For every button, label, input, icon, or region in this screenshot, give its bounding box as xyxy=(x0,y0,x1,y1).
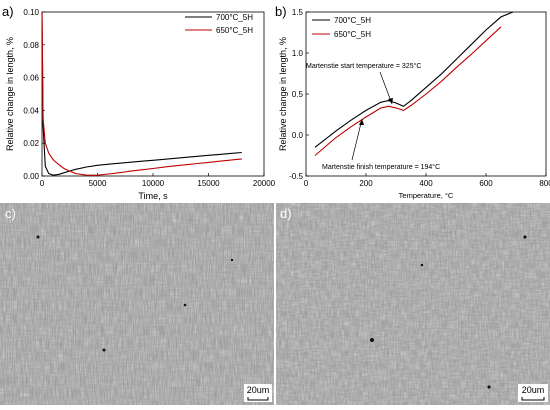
panel-c-letter: c) xyxy=(5,206,16,221)
mf-annotation: Martenstie finish temperature = 194°C xyxy=(322,163,440,171)
panel-a-ytick-label: 0.06 xyxy=(23,74,39,83)
panel-a-ytick-label: 0.04 xyxy=(23,106,39,115)
scalebar-d-box xyxy=(518,384,548,402)
panel-a-xlabel: Time, s xyxy=(138,191,168,201)
panel-b-letter: b) xyxy=(275,4,287,19)
panel-b-annotations: Martenstie start temperature = 325°C Mar… xyxy=(306,62,440,171)
legend-b-label-700: 700°C_5H xyxy=(334,16,371,25)
panel-b-ytick-label: 0.0 xyxy=(292,131,304,140)
panel-b-ytick-label: 1.5 xyxy=(292,8,304,17)
panel-a-ticks: 0 5000 10000 15000 20000 0.00 0.02 0.04 0.06 0.08… xyxy=(23,8,275,188)
panel-b-xtick-label: 600 xyxy=(479,179,493,188)
micrograph-c-texture-2 xyxy=(0,203,274,405)
panel-b-legend: 700°C_5H 650°C_5H xyxy=(312,16,371,39)
panel-a-xtick-label: 15000 xyxy=(197,179,220,188)
scalebar-d-label: 20um xyxy=(522,385,545,395)
panel-a-plot-frame xyxy=(41,11,265,177)
scalebar-c-bar xyxy=(247,397,269,401)
panel-d-letter: d) xyxy=(280,206,292,221)
micrograph-c-speck xyxy=(230,258,234,262)
micrograph-d-speck xyxy=(370,338,374,342)
micrograph-d-speck xyxy=(487,385,491,389)
panel-b-series-line-0 xyxy=(314,11,514,148)
legend-label-650: 650°C_5H xyxy=(216,26,253,35)
panel-b-ylabel: Relative change in length, % xyxy=(278,37,288,151)
panel-a-xtick-label: 20000 xyxy=(253,179,276,188)
panel-a-legend: 700°C_5H 650°C_5H xyxy=(185,13,253,35)
micrograph-d-texture-2 xyxy=(276,203,550,405)
scalebar-d-bar xyxy=(521,397,545,401)
panel-a-series-line-1 xyxy=(41,11,242,176)
legend-label-700: 700°C_5H xyxy=(216,13,253,22)
panel-a-series-line-0 xyxy=(41,11,242,176)
panel-b-series-line-1 xyxy=(314,26,502,156)
panel-a-series xyxy=(41,11,242,176)
panel-b-xtick-label: 200 xyxy=(359,179,373,188)
panel-b-xtick-label: 400 xyxy=(419,179,433,188)
panel-c: c) 20um xyxy=(0,203,274,405)
scalebar-c-box xyxy=(244,384,272,402)
panel-a: a) 0 5000 10000 15000 200000.000.020.040.060… xyxy=(2,4,276,201)
legend-b-label-650: 650°C_5H xyxy=(334,30,371,39)
scalebar-c-label: 20um xyxy=(247,385,270,395)
panel-a-ylabel: Relative change in length, % xyxy=(5,37,15,151)
micrograph-d-speck xyxy=(420,263,424,267)
panel-a-ytick-label: 0.02 xyxy=(23,139,39,148)
panel-a-xtick-label: 10000 xyxy=(142,179,165,188)
panel-a-letter: a) xyxy=(2,4,14,19)
micrograph-c-speck xyxy=(36,235,40,239)
mf-arrow-head xyxy=(359,119,364,125)
panel-b-xtick-label: 0 xyxy=(304,179,309,188)
panel-b: b) 0 200 400 600 800 -0.5 0.0 0.5 1.0 1.5 Tempera… xyxy=(275,4,550,200)
panel-b-ticks: 0 200 400 600 800 -0.5 0.0 0.5 1.0 1.5 xyxy=(289,8,550,188)
panel-b-ytick-label: -0.5 xyxy=(289,172,303,181)
micrograph-c-speck xyxy=(183,303,187,307)
panel-a-xtick-label: 5000 xyxy=(89,179,107,188)
panel-a-xtick-label: 0 xyxy=(40,179,45,188)
panel-b-xtick-label: 800 xyxy=(539,179,550,188)
panel-b-series xyxy=(314,11,514,156)
panel-a-ytick-label: 0.08 xyxy=(23,41,39,50)
mf-arrow-line xyxy=(351,118,363,161)
panel-b-ytick-label: 0.5 xyxy=(292,90,304,99)
panel-b-xlabel: Temperature, °C xyxy=(399,191,454,200)
ms-annotation: Martenstie start temperature = 325°C xyxy=(306,62,421,70)
ms-arrow-head xyxy=(388,98,393,104)
panel-a-ytick-label: 0.10 xyxy=(23,8,39,17)
panel-d: d) 20um xyxy=(276,203,550,405)
micrograph-c-speck xyxy=(102,348,106,352)
panel-a-ytick-label: 0.00 xyxy=(23,172,39,181)
panel-b-ytick-label: 1.0 xyxy=(292,49,304,58)
micrograph-d-speck xyxy=(523,235,527,239)
